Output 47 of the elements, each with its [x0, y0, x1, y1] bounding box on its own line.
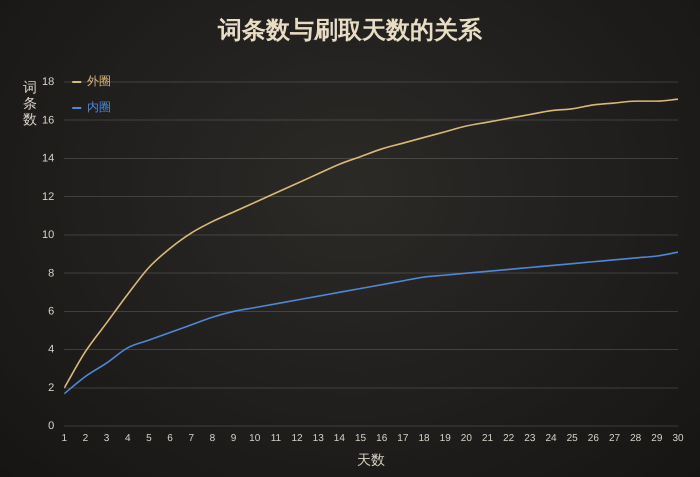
y-axis-title: 词条数 — [22, 80, 38, 128]
x-tick-label: 20 — [460, 432, 472, 444]
y-tick-label: 8 — [48, 267, 54, 280]
x-tick-label: 30 — [672, 432, 684, 444]
legend-label: 外圈 — [87, 74, 112, 88]
y-tick-label: 2 — [48, 382, 54, 394]
x-tick-label: 22 — [503, 432, 515, 444]
x-tick-label: 25 — [566, 432, 578, 444]
x-tick-label: 21 — [482, 432, 494, 444]
x-tick-label: 29 — [651, 432, 663, 444]
x-tick-label: 8 — [210, 432, 216, 444]
x-tick-label: 17 — [397, 432, 409, 444]
y-tick-label: 16 — [42, 114, 54, 126]
x-tick-label: 23 — [524, 432, 536, 444]
y-tick-label: 4 — [48, 344, 54, 356]
x-tick-label: 13 — [312, 432, 324, 444]
x-tick-label: 7 — [188, 432, 194, 444]
y-tick-label: 12 — [42, 190, 54, 203]
x-tick-label: 11 — [270, 432, 282, 444]
x-tick-label: 6 — [167, 432, 174, 444]
y-tick-label: 14 — [42, 152, 54, 165]
y-tick-label: 10 — [42, 229, 54, 242]
x-tick-label: 4 — [124, 432, 131, 444]
x-tick-label: 24 — [545, 432, 558, 444]
y-tick-label: 18 — [42, 76, 54, 88]
y-tick-label: 0 — [48, 420, 54, 432]
x-axis-title: 天数 — [357, 451, 386, 468]
x-tick-label: 9 — [230, 432, 237, 444]
x-tick-label: 26 — [588, 432, 600, 444]
x-tick-label: 2 — [82, 432, 89, 444]
x-tick-label: 15 — [354, 432, 367, 444]
x-tick-label: 12 — [291, 432, 304, 444]
x-tick-label: 10 — [249, 432, 261, 444]
x-tick-label: 28 — [630, 432, 642, 444]
legend-label: 内圈 — [87, 100, 112, 114]
chart-title: 词条数与刷取天数的关系 — [216, 15, 483, 46]
x-tick-label: 19 — [440, 432, 452, 444]
line-series — [64, 98, 678, 389]
x-tick-label: 1 — [61, 432, 68, 444]
line-series — [64, 251, 678, 394]
x-tick-label: 5 — [146, 432, 152, 444]
x-tick-label: 16 — [376, 432, 388, 444]
x-tick-label: 14 — [334, 432, 346, 444]
x-tick-label: 27 — [608, 432, 621, 444]
x-tick-label: 18 — [418, 432, 430, 444]
x-tick-label: 3 — [104, 432, 110, 444]
y-tick-label: 6 — [48, 306, 54, 318]
